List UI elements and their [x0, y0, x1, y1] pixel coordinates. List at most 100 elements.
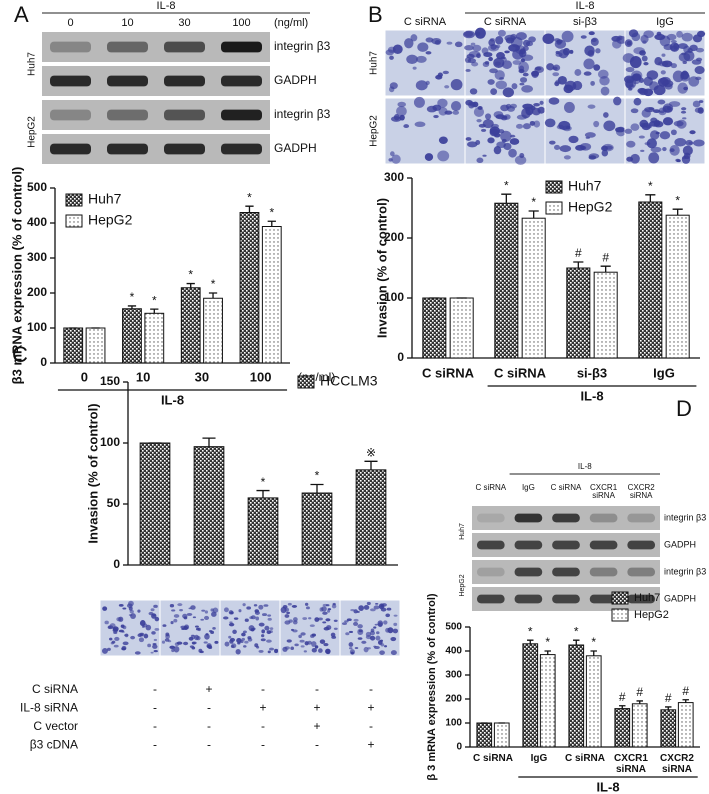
cell-blob — [437, 72, 443, 78]
cell-blob — [292, 620, 298, 625]
cell-blob — [154, 616, 160, 622]
cell-blob — [263, 604, 269, 607]
error-bar — [364, 460, 378, 470]
cell-blob — [390, 650, 397, 656]
bar — [422, 297, 447, 359]
bar — [203, 297, 223, 364]
cell-blob — [267, 650, 271, 654]
cell-blob — [267, 617, 272, 621]
y-tick-label: 500 — [27, 180, 47, 194]
blot-band — [221, 143, 262, 155]
cell-blob — [633, 97, 642, 106]
blot-band — [50, 75, 91, 87]
cell-blob — [624, 39, 633, 48]
significance-mark: ※ — [366, 445, 376, 459]
cell-blob — [698, 100, 704, 104]
cell-blob — [102, 606, 108, 611]
cell-blob — [319, 639, 326, 644]
condition-sign: - — [315, 738, 319, 752]
x-tick-label: C siRNA — [564, 753, 605, 764]
blot-row-label: GADPH — [664, 593, 696, 603]
cell-blob — [662, 146, 667, 152]
cell-blob — [482, 154, 487, 157]
cell-blob — [521, 54, 534, 61]
cell-blob — [495, 80, 507, 90]
cell-blob — [493, 111, 504, 118]
cell-blob — [113, 644, 119, 648]
blot-band — [514, 567, 543, 577]
condition-sign: + — [313, 719, 320, 733]
condition-sign: - — [315, 682, 319, 696]
lane-label-box: CXCR1 siRNA — [590, 484, 617, 500]
cell-blob — [584, 132, 596, 138]
y-tick-label: 100 — [384, 290, 404, 304]
cell-blob — [107, 647, 111, 651]
cell-blob — [669, 148, 675, 152]
cell-blob — [370, 608, 376, 612]
cell-blob — [689, 44, 698, 52]
cell-blob — [123, 634, 129, 637]
cell-blob — [244, 640, 249, 644]
cell-blob — [317, 617, 323, 621]
x-tick-label: IgG — [530, 753, 548, 764]
blot-row-label: integrin β3 — [274, 39, 331, 53]
cell-blob — [583, 58, 595, 70]
cell-blob — [519, 77, 528, 83]
cell-blob — [242, 630, 247, 634]
cell-blob — [333, 627, 338, 630]
cell-blob — [233, 617, 239, 620]
cell-blob — [495, 35, 504, 45]
cell-blob — [685, 139, 693, 146]
significance-mark: # — [602, 250, 609, 264]
bar — [180, 287, 201, 364]
condition-sign: - — [369, 719, 373, 733]
cell-blob — [201, 609, 206, 612]
cell-blob — [413, 96, 425, 108]
condition-sign: - — [153, 719, 157, 733]
cell-blob — [473, 107, 485, 117]
legend-swatch — [611, 591, 629, 605]
significance-mark: * — [675, 193, 680, 207]
significance-mark: * — [504, 178, 509, 192]
cell-blob — [191, 646, 196, 650]
blot-band — [50, 41, 91, 53]
cell-blob — [446, 41, 453, 45]
lane-unit: (ng/ml) — [274, 17, 308, 29]
cell-blob — [290, 628, 295, 631]
cell-blob — [284, 614, 290, 618]
y-tick-label: 200 — [27, 285, 47, 299]
significance-mark: * — [574, 624, 579, 638]
lane-label: si-β3 — [573, 16, 597, 28]
cell-blob — [643, 30, 655, 38]
cell-blob — [223, 607, 229, 613]
cell-blob — [630, 153, 640, 164]
x-tick-label-box: IgG — [530, 753, 548, 764]
cell-blob — [646, 70, 659, 80]
cell-blob — [287, 602, 292, 606]
cell-blob — [638, 88, 649, 96]
legend-swatch — [297, 375, 315, 389]
cell-blob — [244, 618, 249, 622]
cell-blob — [323, 642, 329, 647]
cell-blob — [678, 52, 691, 62]
blot-band — [514, 540, 543, 550]
cell-blob — [137, 609, 141, 613]
y-axis-title: Invasion (% of control) — [374, 198, 389, 338]
cell-blob — [241, 632, 246, 637]
cell-blob — [568, 135, 579, 144]
cell-blob — [481, 128, 487, 132]
cell-blob — [237, 641, 241, 645]
y-tick-label: 500 — [445, 622, 462, 633]
y-axis-title: Invasion (% of control) — [85, 403, 100, 543]
cell-blob — [190, 605, 196, 610]
cell-blob — [180, 625, 186, 629]
blot-header: IL-8 — [576, 0, 595, 12]
cell-blob — [624, 128, 633, 134]
bar — [494, 202, 519, 359]
cell-blob — [681, 107, 687, 111]
cell-blob — [683, 45, 691, 54]
blot-band — [589, 540, 618, 550]
cell-blob — [508, 148, 517, 158]
cell-blob — [666, 33, 677, 41]
y-tick-label: 300 — [27, 250, 47, 264]
